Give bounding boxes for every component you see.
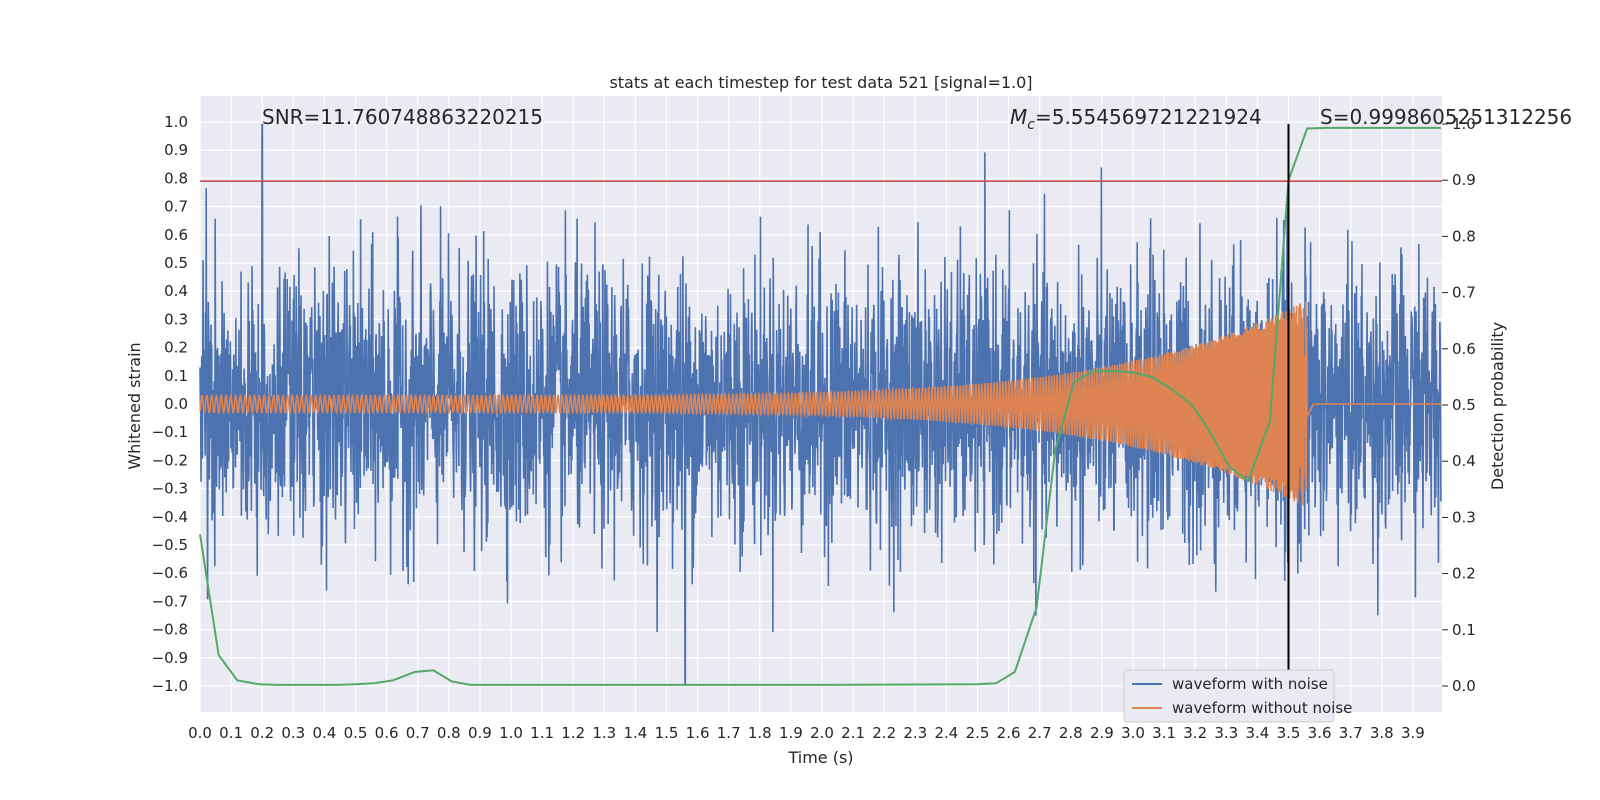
x-tick-label: 0.5 xyxy=(344,724,368,742)
x-tick-label: 0.6 xyxy=(375,724,399,742)
s-annotation: S=0.9998605251312256 xyxy=(1320,105,1572,129)
y-right-tick-label: 0.6 xyxy=(1452,340,1476,358)
y-tick-label: 0.4 xyxy=(164,282,188,300)
x-tick-label: 1.9 xyxy=(779,724,803,742)
y-right-tick-label: 0.1 xyxy=(1452,621,1476,639)
chirp-mass-value: =5.554569721221924 xyxy=(1035,105,1262,129)
y-tick-label: 0.9 xyxy=(164,141,188,159)
chart-title: stats at each timestep for test data 521… xyxy=(609,73,1032,92)
x-tick-label: 3.9 xyxy=(1401,724,1425,742)
x-tick-label: 1.8 xyxy=(748,724,772,742)
series-waveform-without-noise xyxy=(199,301,1441,506)
x-tick-label: 0.1 xyxy=(219,724,243,742)
x-tick-label: 2.6 xyxy=(997,724,1021,742)
x-tick-label: 2.1 xyxy=(841,724,865,742)
x-tick-label: 2.9 xyxy=(1090,724,1114,742)
x-tick-label: 3.3 xyxy=(1214,724,1238,742)
y-right-axis-label: Detection probability xyxy=(1488,322,1507,490)
x-tick-label: 3.1 xyxy=(1152,724,1176,742)
x-tick-label: 2.4 xyxy=(934,724,958,742)
x-tick-label: 3.4 xyxy=(1245,724,1269,742)
y-right-tick-label: 0.9 xyxy=(1452,171,1476,189)
x-tick-label: 1.5 xyxy=(655,724,679,742)
x-tick-label: 2.3 xyxy=(903,724,927,742)
x-tick-label: 1.3 xyxy=(592,724,616,742)
y-tick-label: −0.8 xyxy=(152,621,188,639)
snr-annotation: SNR=11.760748863220215 xyxy=(262,105,543,129)
y-tick-label: −0.1 xyxy=(152,423,188,441)
x-tick-label: 2.2 xyxy=(872,724,896,742)
x-tick-label: 3.6 xyxy=(1308,724,1332,742)
y-right-tick-label: 0.3 xyxy=(1452,508,1476,526)
x-tick-label: 2.5 xyxy=(966,724,990,742)
x-tick-label: 1.6 xyxy=(686,724,710,742)
y-tick-label: 0.3 xyxy=(164,310,188,328)
legend-label-noise: waveform with noise xyxy=(1172,675,1328,693)
x-tick-label: 0.9 xyxy=(468,724,492,742)
chirp-mass-subscript: c xyxy=(1027,117,1035,133)
y-right-tick-label: 1.0 xyxy=(1452,115,1476,133)
y-right-tick-label: 0.5 xyxy=(1452,396,1476,414)
y-tick-label: 0.7 xyxy=(164,198,188,216)
x-tick-labels: 0.0 0.1 0.2 0.3 0.4 0.5 0.6 0.7 0.8 0.9 1.0 1.1 1.2 1… xyxy=(188,724,1425,742)
x-tick-label: 0.7 xyxy=(406,724,430,742)
x-tick-label: 3.2 xyxy=(1183,724,1207,742)
x-tick-label: 0.8 xyxy=(437,724,461,742)
y-tick-label: 0.1 xyxy=(164,367,188,385)
y-tick-label: −0.9 xyxy=(152,649,188,667)
y-tick-label: 1.0 xyxy=(164,113,188,131)
y-tick-label: 0.5 xyxy=(164,254,188,272)
legend-label-clean: waveform without noise xyxy=(1172,699,1352,717)
y-tick-label: −1.0 xyxy=(152,677,188,695)
y-right-tick-label: 0.4 xyxy=(1452,452,1476,470)
x-tick-label: 2.0 xyxy=(810,724,834,742)
y-tick-label: −0.4 xyxy=(152,508,188,526)
x-tick-label: 1.1 xyxy=(530,724,554,742)
x-axis-label: Time (s) xyxy=(787,748,853,767)
x-tick-label: 0.4 xyxy=(312,724,336,742)
y-axis-label: Whitened strain xyxy=(125,342,144,469)
series-detection-probability xyxy=(199,126,1441,686)
y-right-tick-label: 0.0 xyxy=(1452,677,1476,695)
y-right-tick-label: 0.7 xyxy=(1452,284,1476,302)
x-tick-label: 1.0 xyxy=(499,724,523,742)
x-tick-label: 3.0 xyxy=(1121,724,1145,742)
x-tick-label: 0.2 xyxy=(250,724,274,742)
chirp-mass-annotation: Mc=5.554569721221924 xyxy=(1010,105,1262,133)
legend: waveform with noise waveform without noi… xyxy=(1123,669,1352,723)
y-right-tick-labels: 1.0 0.9 0.8 0.7 0.6 0.5 0.4 0.3 0.2 0.1 0.0 xyxy=(1442,115,1476,695)
y-tick-label: 0.8 xyxy=(164,169,188,187)
y-right-tick-label: 0.8 xyxy=(1452,227,1476,245)
x-tick-label: 1.7 xyxy=(717,724,741,742)
y-tick-label: −0.2 xyxy=(152,451,188,469)
x-tick-label: 1.2 xyxy=(561,724,585,742)
legend-box xyxy=(1123,669,1335,723)
y-tick-label: −0.7 xyxy=(152,592,188,610)
y-tick-label: 0.0 xyxy=(164,395,188,413)
y-right-tick-label: 0.2 xyxy=(1452,565,1476,583)
x-tick-label: 3.5 xyxy=(1277,724,1301,742)
y-tick-labels: 1.0 0.9 0.8 0.7 0.6 0.5 0.4 0.3 0.2 0.1 0.0 −0.1 −0.… xyxy=(152,113,188,695)
x-tick-label: 2.8 xyxy=(1059,724,1083,742)
y-tick-label: −0.6 xyxy=(152,564,188,582)
x-tick-label: 3.8 xyxy=(1370,724,1394,742)
x-tick-label: 1.4 xyxy=(623,724,647,742)
y-tick-label: 0.2 xyxy=(164,339,188,357)
y-tick-label: −0.5 xyxy=(152,536,188,554)
x-tick-label: 0.0 xyxy=(188,724,212,742)
x-tick-label: 2.7 xyxy=(1028,724,1052,742)
x-tick-label: 0.3 xyxy=(281,724,305,742)
y-tick-label: −0.3 xyxy=(152,480,188,498)
y-tick-label: 0.6 xyxy=(164,226,188,244)
chirp-mass-symbol: M xyxy=(1010,105,1027,129)
x-tick-label: 3.7 xyxy=(1339,724,1363,742)
